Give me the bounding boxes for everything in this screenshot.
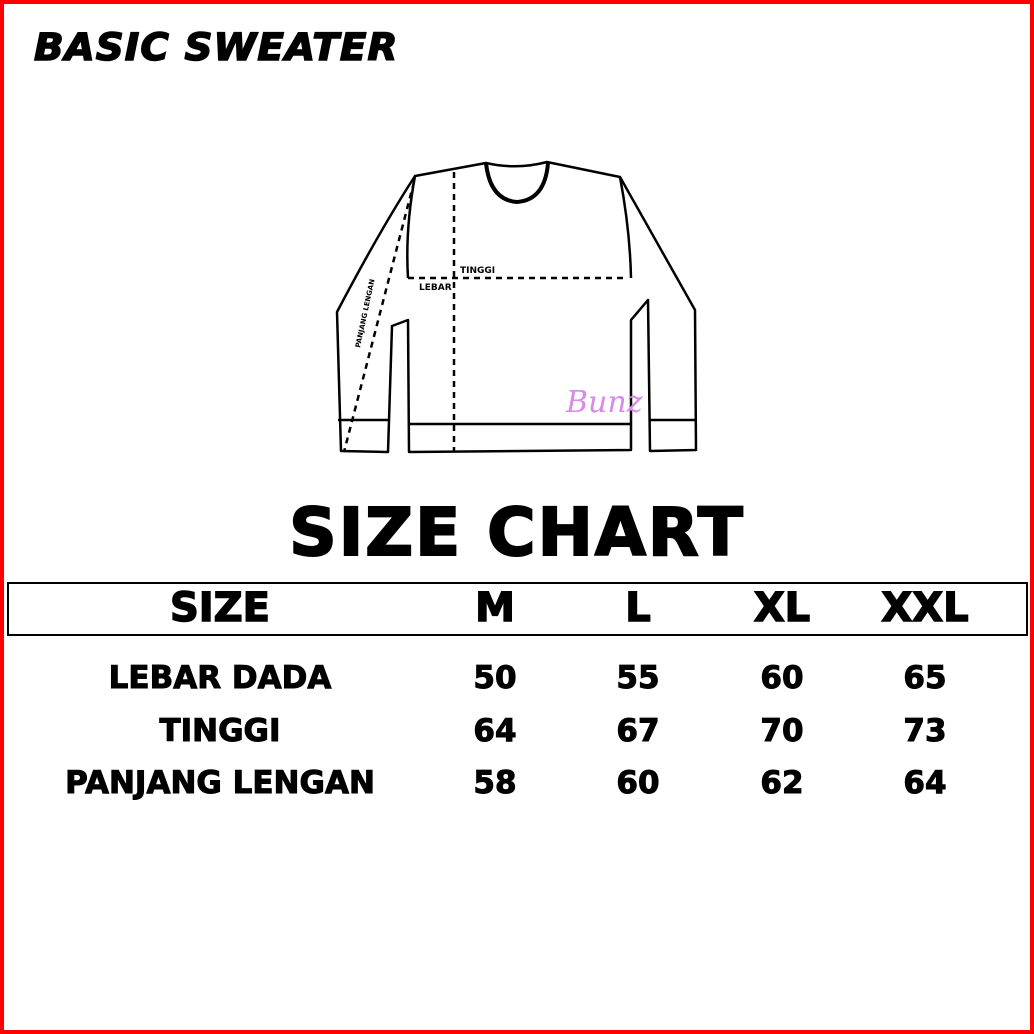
- row-value: 55: [616, 660, 660, 697]
- bunz-logo: Bunz: [565, 385, 643, 420]
- row-value: 67: [616, 713, 660, 750]
- row-value: 64: [903, 765, 947, 802]
- row-value: 70: [760, 713, 804, 750]
- height-label: TINGGI: [460, 266, 495, 276]
- row-value: 65: [903, 660, 947, 697]
- header-m: M: [474, 584, 515, 632]
- row-value: 60: [616, 765, 660, 802]
- sleeve-label: PANJANG LENGAN: [354, 278, 376, 348]
- sweater-diagram: TINGGI LEBAR PANJANG LENGAN Bunz: [335, 160, 698, 454]
- collar: [484, 162, 550, 204]
- row-value: 64: [473, 713, 517, 750]
- chart-title: SIZE CHART: [288, 493, 745, 572]
- row-value: 73: [903, 713, 947, 750]
- table-header-box: [7, 582, 1028, 636]
- header-l: L: [625, 584, 652, 632]
- sleeve-measure-line: [342, 181, 416, 453]
- width-label: LEBAR: [419, 283, 452, 293]
- row-label: TINGGI: [159, 713, 281, 750]
- row-value: 60: [760, 660, 804, 697]
- sweater-outline: [335, 160, 698, 454]
- product-title: BASIC SWEATER: [33, 25, 399, 70]
- header-size: SIZE: [169, 584, 271, 632]
- row-value: 58: [473, 765, 517, 802]
- header-xl: XL: [753, 584, 811, 632]
- row-label: LEBAR DADA: [108, 660, 332, 697]
- header-xxl: XXL: [881, 584, 970, 632]
- row-label: PANJANG LENGAN: [65, 765, 376, 802]
- row-value: 50: [473, 660, 517, 697]
- row-value: 62: [760, 765, 804, 802]
